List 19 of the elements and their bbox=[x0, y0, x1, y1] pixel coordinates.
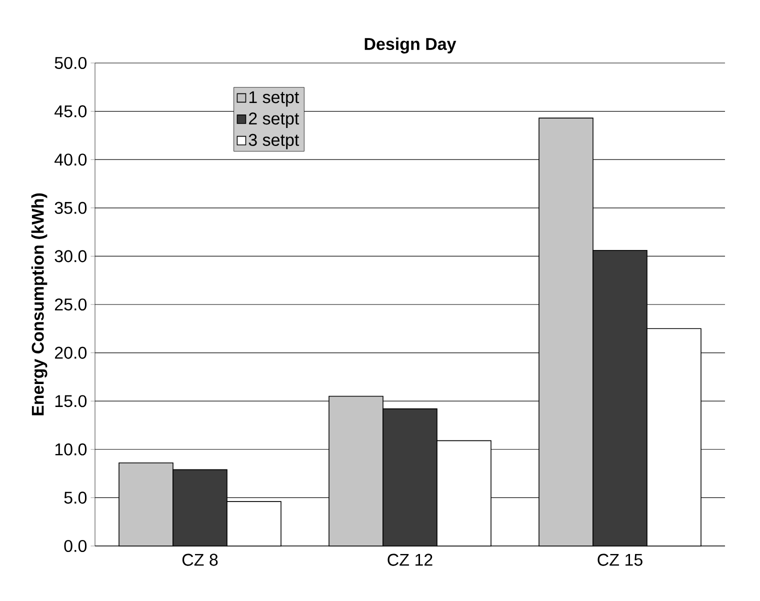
y-tick-label: 45.0 bbox=[54, 105, 87, 118]
y-tick-label: 5.0 bbox=[64, 492, 87, 504]
x-tick-label: CZ 12 bbox=[388, 554, 432, 566]
x-tick-label: CZ 8 bbox=[182, 554, 218, 566]
y-tick-label: 35.0 bbox=[54, 202, 87, 214]
legend-label: 2 setpt bbox=[249, 112, 300, 128]
y-tick-label: 20.0 bbox=[54, 346, 87, 359]
y-tick-label: 40.0 bbox=[54, 154, 87, 166]
chart-title: Design Day bbox=[364, 38, 456, 54]
x-tick-label: CZ 15 bbox=[598, 554, 642, 566]
y-tick-label: 30.0 bbox=[54, 250, 87, 262]
y-tick-label: 10.0 bbox=[55, 443, 87, 456]
y-tick-label: 15.0 bbox=[55, 395, 87, 408]
y-axis-title: Energy Consumption (kWh) bbox=[31, 193, 48, 416]
y-tick-label: 25.0 bbox=[54, 298, 87, 311]
legend-label: 3 setpt bbox=[248, 134, 300, 150]
y-tick-label: 0.0 bbox=[64, 540, 87, 552]
legend-label: 1 setpt bbox=[249, 91, 300, 107]
y-tick-label: 50.0 bbox=[54, 56, 87, 70]
